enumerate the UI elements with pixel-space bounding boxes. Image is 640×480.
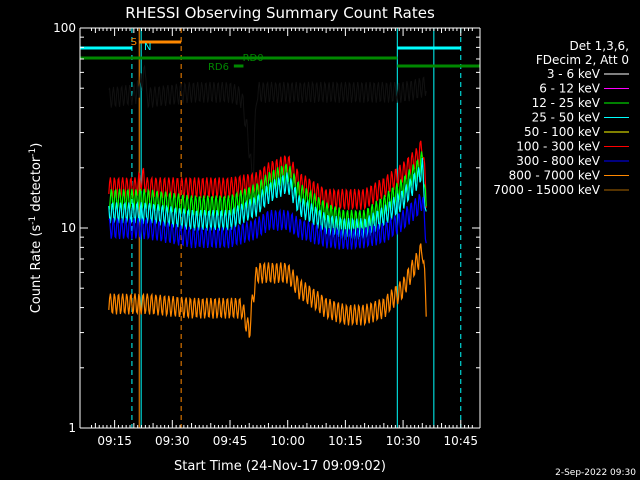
series-3-6keV <box>108 64 427 204</box>
legend-label: 100 - 300 keV <box>516 140 600 154</box>
legend-label: 6 - 12 keV <box>539 82 601 96</box>
axes: 1 10 100 09:15 09:30 09:45 10:00 10:15 10:30 10:4… <box>53 21 481 448</box>
series-300-800keV <box>108 194 427 251</box>
legend-label: 3 - 6 keV <box>547 67 601 81</box>
y-tick-label: 1 <box>68 421 76 435</box>
x-tick-label: 10:15 <box>328 434 363 448</box>
night-label: N <box>144 42 151 53</box>
series-25-50keV <box>108 158 427 241</box>
x-tick-label: 10:45 <box>443 434 478 448</box>
y-tick-label: 100 <box>53 21 76 35</box>
series-line-3 <box>108 158 427 241</box>
legend-header-1: Det 1,3,6, <box>570 39 630 53</box>
y-label-part2: detector <box>29 156 44 216</box>
saa-label: S <box>131 37 137 48</box>
legend-label: 7000 - 15000 keV <box>493 183 600 197</box>
rd6-label: RD6 <box>208 62 229 73</box>
x-tick-label: 10:30 <box>386 434 421 448</box>
series-layer <box>108 64 427 338</box>
legend-label: 12 - 25 keV <box>532 96 601 110</box>
y-label-part1: Count Rate (s <box>29 225 44 314</box>
series-line-4 <box>108 194 427 251</box>
rd0-label: RD0 <box>243 53 264 64</box>
legend-label: 50 - 100 keV <box>524 125 601 139</box>
legend-label: 800 - 7000 keV <box>509 169 601 183</box>
legend-label: 25 - 50 keV <box>532 111 601 125</box>
series-line-5 <box>108 243 427 338</box>
x-axis-label: Start Time (24-Nov-17 09:09:02) <box>174 459 386 474</box>
legend-label: 300 - 800 keV <box>516 154 600 168</box>
y-label-sup1: -1 <box>28 216 38 225</box>
y-label-part3: ) <box>29 143 44 148</box>
x-tick-label: 09:15 <box>97 434 132 448</box>
legend-header-2: FDecim 2, Att 0 <box>536 53 629 67</box>
x-tick-label: 10:00 <box>270 434 305 448</box>
x-tick-label: 09:45 <box>213 434 248 448</box>
y-axis-label: Count Rate (s-1 detector-1) <box>28 143 44 314</box>
chart-title: RHESSI Observing Summary Count Rates <box>125 4 435 22</box>
y-label-sup2: -1 <box>28 148 38 157</box>
date-stamp: 2-Sep-2022 09:30 <box>555 468 636 478</box>
series-line-black-shadow <box>108 64 427 204</box>
series-800-7000keV <box>108 243 427 338</box>
y-tick-label: 10 <box>61 221 76 235</box>
x-tick-label: 09:30 <box>155 434 190 448</box>
